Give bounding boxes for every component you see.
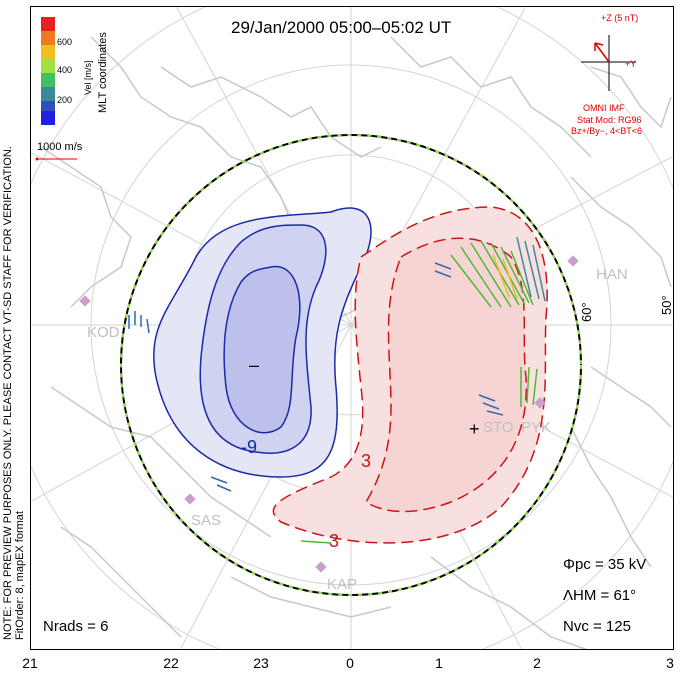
contour-label-neg: -9	[241, 437, 257, 457]
vector-count: Nvc = 125	[563, 618, 631, 635]
convection-map: KOD HAN STO PYK SAS KAP 60° 50° -9 3 3 –…	[31, 7, 674, 649]
potential-minimum-marker: –	[249, 355, 259, 375]
stat-model-conditions: Bz+/By−, 4<BT<6	[571, 126, 643, 136]
map-frame: KOD HAN STO PYK SAS KAP 60° 50° -9 3 3 –…	[30, 6, 674, 650]
lat-label-50: 50°	[659, 295, 674, 315]
contour-label-pos-a: 3	[329, 531, 339, 551]
heppner-maynard-boundary-overlay	[120, 134, 582, 596]
preview-note-line1: NOTE: FOR PREVIEW PURPOSES ONLY. PLEASE …	[2, 146, 14, 640]
station-pyk: PYK	[521, 419, 551, 436]
contour-label-pos-b: 3	[361, 451, 371, 471]
imf-source-label: OMNI IMF	[583, 103, 625, 113]
station-sto: STO	[483, 419, 514, 436]
scale-label: 1000 m/s	[37, 141, 83, 153]
hm-boundary-latitude: ΛHM = 61°	[563, 587, 637, 604]
stat-model-label: Stat Mod: RG96	[577, 115, 642, 125]
mlt-label-1: 1	[435, 655, 443, 671]
colorbar-tick-200: 200	[57, 95, 73, 105]
coastlines	[40, 36, 672, 649]
mlt-label-0: 0	[346, 655, 354, 671]
mlt-label-2: 2	[533, 655, 541, 671]
mlt-label-21: 21	[22, 655, 38, 671]
station-han: HAN	[596, 266, 628, 283]
coordinate-system-label: MLT coordinates	[97, 32, 109, 113]
mlt-label-22: 22	[163, 655, 179, 671]
negative-potential-cell	[153, 207, 372, 478]
station-kod: KOD	[87, 324, 120, 341]
imf-z-label: +Z (5 nT)	[601, 13, 639, 23]
station-sas: SAS	[191, 512, 221, 529]
preview-note: NOTE: FOR PREVIEW PURPOSES ONLY. PLEASE …	[2, 146, 26, 640]
colorbar-tick-400: 400	[57, 65, 73, 75]
imf-vector	[594, 42, 610, 63]
mlt-label-3: 3	[666, 655, 674, 671]
lat-label-60: 60°	[579, 302, 594, 322]
potential-maximum-marker: +	[469, 419, 480, 439]
imf-y-label: +Y	[625, 59, 637, 69]
station-kap: KAP	[327, 576, 357, 593]
station-labels: KOD HAN STO PYK SAS KAP	[87, 266, 628, 593]
fit-order-line: FitOrder: 8, mapEX format	[14, 511, 26, 640]
cross-polar-cap-potential: Φpc = 35 kV	[563, 556, 647, 573]
colorbar-title: Vel [m/s]	[83, 60, 93, 95]
mlt-label-23: 23	[253, 655, 269, 671]
velocity-colorbar	[41, 17, 55, 125]
map-title: 29/Jan/2000 05:00–05:02 UT	[231, 18, 452, 37]
velocity-vectors	[128, 236, 546, 544]
radar-count: Nrads = 6	[43, 618, 109, 635]
colorbar-tick-600: 600	[57, 37, 73, 47]
